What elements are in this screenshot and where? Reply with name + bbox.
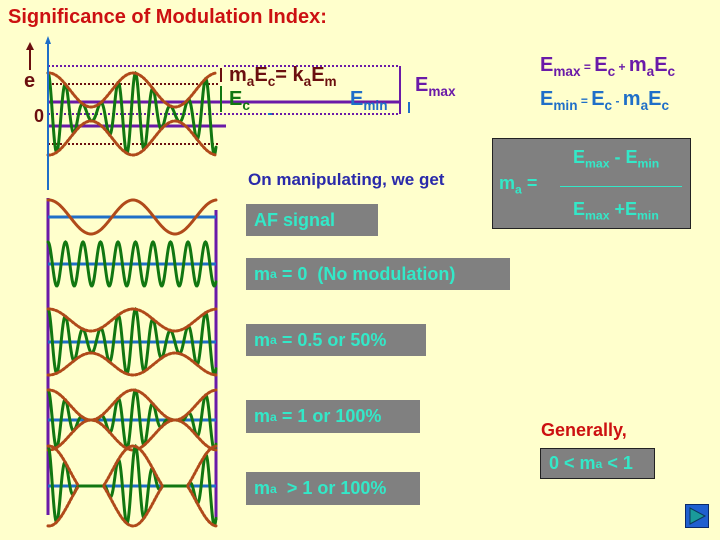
formula-numerator: Emax - Emin	[573, 147, 660, 171]
formula-denominator: Emax +Emin	[573, 199, 659, 223]
fraction-bar	[560, 186, 682, 187]
ma-lhs: ma =	[499, 173, 538, 197]
next-slide-button[interactable]	[685, 504, 709, 528]
play-next-icon	[689, 507, 707, 525]
ma-ec-equals-ka-em: maEc= kaEm	[229, 64, 337, 89]
modulation-index-formula-box: ma = Emax - Emin Emax +Emin	[492, 138, 691, 229]
emax-label: Emax	[415, 74, 456, 99]
manipulating-text: On manipulating, we get	[248, 170, 445, 189]
y-axis-label: e	[24, 70, 36, 92]
page-title: Significance of Modulation Index:	[8, 6, 327, 28]
emin-formula: Emin = Ec - maEc	[540, 88, 670, 113]
generally-text: Generally,	[541, 420, 627, 440]
af-signal-label: AF signal	[246, 204, 378, 236]
zero-label: 0	[34, 106, 45, 126]
emax-formula: Emax = Ec + maEc	[540, 54, 676, 79]
ec-label: Ec	[229, 88, 250, 113]
emin-label: Emin	[350, 88, 388, 113]
